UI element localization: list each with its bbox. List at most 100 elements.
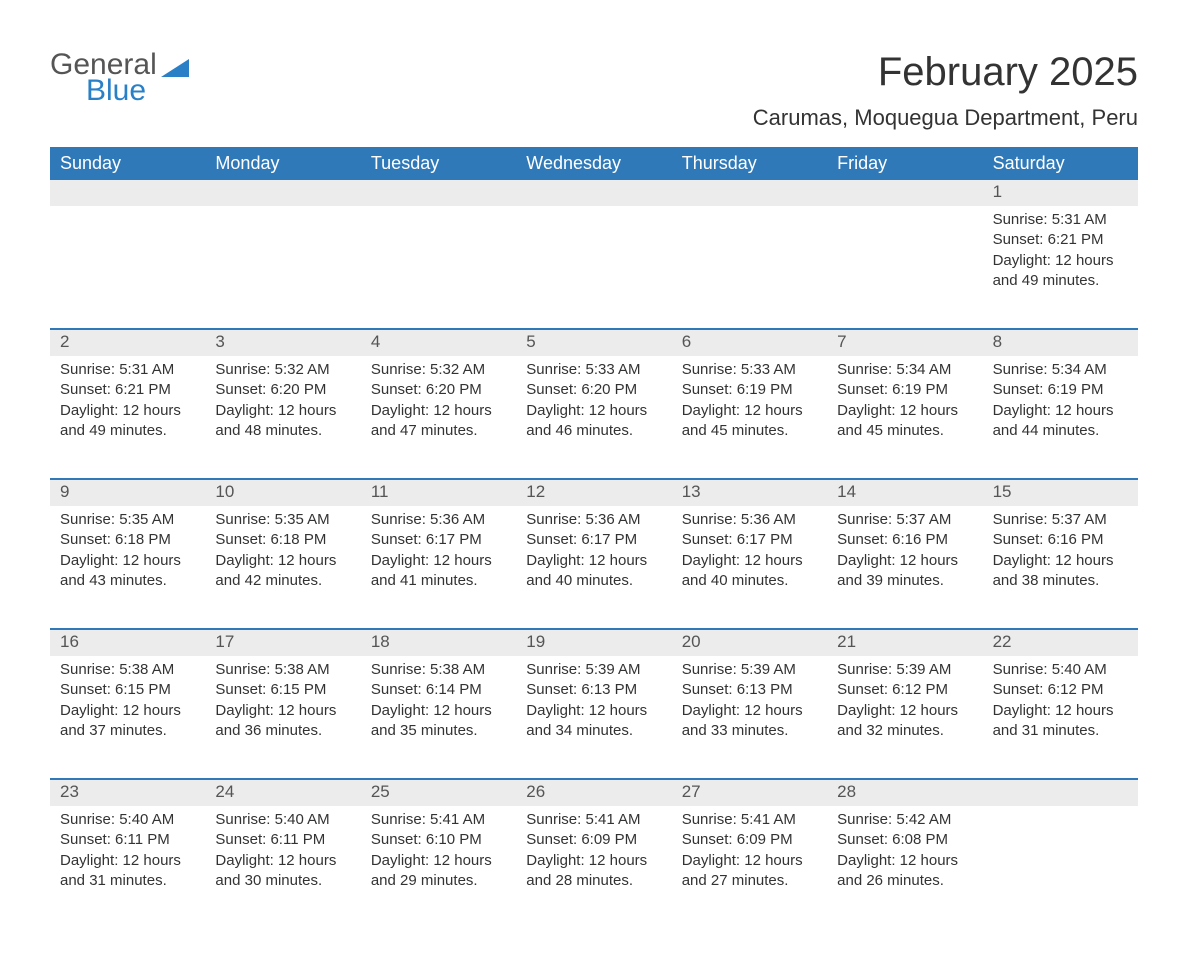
daylight-line: Daylight: 12 hours and 38 minutes. bbox=[993, 551, 1128, 592]
daylight-line: Daylight: 12 hours and 34 minutes. bbox=[526, 701, 661, 742]
sunrise-line: Sunrise: 5:31 AM bbox=[60, 360, 195, 380]
sunrise-line: Sunrise: 5:40 AM bbox=[993, 660, 1128, 680]
title-block: February 2025 Carumas, Moquegua Departme… bbox=[753, 50, 1138, 139]
day-details: Sunrise: 5:41 AMSunset: 6:09 PMDaylight:… bbox=[672, 806, 827, 928]
weekday-label: Saturday bbox=[983, 147, 1138, 180]
day-number: 27 bbox=[672, 780, 827, 806]
day-number-row: 9101112131415 bbox=[50, 480, 1138, 506]
sunset-line: Sunset: 6:20 PM bbox=[526, 380, 661, 400]
sunrise-line: Sunrise: 5:33 AM bbox=[526, 360, 661, 380]
brand-text-wrap: General Blue bbox=[50, 50, 189, 106]
day-details bbox=[672, 206, 827, 328]
weeks-container: 1Sunrise: 5:31 AMSunset: 6:21 PMDaylight… bbox=[50, 180, 1138, 928]
location-subtitle: Carumas, Moquegua Department, Peru bbox=[753, 105, 1138, 131]
calendar-week: 16171819202122Sunrise: 5:38 AMSunset: 6:… bbox=[50, 628, 1138, 778]
day-details: Sunrise: 5:38 AMSunset: 6:14 PMDaylight:… bbox=[361, 656, 516, 778]
day-number: 10 bbox=[205, 480, 360, 506]
day-details: Sunrise: 5:40 AMSunset: 6:11 PMDaylight:… bbox=[205, 806, 360, 928]
calendar-week: 9101112131415Sunrise: 5:35 AMSunset: 6:1… bbox=[50, 478, 1138, 628]
sunset-line: Sunset: 6:16 PM bbox=[837, 530, 972, 550]
day-number: 2 bbox=[50, 330, 205, 356]
sunrise-line: Sunrise: 5:38 AM bbox=[371, 660, 506, 680]
sunset-line: Sunset: 6:12 PM bbox=[837, 680, 972, 700]
day-details: Sunrise: 5:38 AMSunset: 6:15 PMDaylight:… bbox=[205, 656, 360, 778]
sunset-line: Sunset: 6:15 PM bbox=[60, 680, 195, 700]
day-details: Sunrise: 5:34 AMSunset: 6:19 PMDaylight:… bbox=[983, 356, 1138, 478]
day-number bbox=[516, 180, 671, 206]
daylight-line: Daylight: 12 hours and 30 minutes. bbox=[215, 851, 350, 892]
sunrise-line: Sunrise: 5:31 AM bbox=[993, 210, 1128, 230]
day-number: 1 bbox=[983, 180, 1138, 206]
day-details: Sunrise: 5:37 AMSunset: 6:16 PMDaylight:… bbox=[983, 506, 1138, 628]
day-number: 14 bbox=[827, 480, 982, 506]
day-details: Sunrise: 5:36 AMSunset: 6:17 PMDaylight:… bbox=[361, 506, 516, 628]
day-number: 15 bbox=[983, 480, 1138, 506]
daylight-line: Daylight: 12 hours and 49 minutes. bbox=[993, 251, 1128, 292]
sunset-line: Sunset: 6:10 PM bbox=[371, 830, 506, 850]
sunset-line: Sunset: 6:08 PM bbox=[837, 830, 972, 850]
day-details bbox=[516, 206, 671, 328]
sunrise-line: Sunrise: 5:37 AM bbox=[837, 510, 972, 530]
daylight-line: Daylight: 12 hours and 47 minutes. bbox=[371, 401, 506, 442]
sunset-line: Sunset: 6:13 PM bbox=[682, 680, 817, 700]
day-number: 25 bbox=[361, 780, 516, 806]
sunset-line: Sunset: 6:17 PM bbox=[682, 530, 817, 550]
sunrise-line: Sunrise: 5:32 AM bbox=[215, 360, 350, 380]
sunrise-line: Sunrise: 5:39 AM bbox=[682, 660, 817, 680]
weekday-header-row: SundayMondayTuesdayWednesdayThursdayFrid… bbox=[50, 147, 1138, 180]
day-details bbox=[983, 806, 1138, 928]
day-number: 8 bbox=[983, 330, 1138, 356]
day-number bbox=[50, 180, 205, 206]
day-details: Sunrise: 5:39 AMSunset: 6:13 PMDaylight:… bbox=[516, 656, 671, 778]
day-number-row: 232425262728 bbox=[50, 780, 1138, 806]
sunset-line: Sunset: 6:18 PM bbox=[215, 530, 350, 550]
sunset-line: Sunset: 6:15 PM bbox=[215, 680, 350, 700]
daylight-line: Daylight: 12 hours and 37 minutes. bbox=[60, 701, 195, 742]
day-number: 28 bbox=[827, 780, 982, 806]
daylight-line: Daylight: 12 hours and 45 minutes. bbox=[682, 401, 817, 442]
day-details: Sunrise: 5:41 AMSunset: 6:10 PMDaylight:… bbox=[361, 806, 516, 928]
sunrise-line: Sunrise: 5:38 AM bbox=[215, 660, 350, 680]
day-details bbox=[50, 206, 205, 328]
daylight-line: Daylight: 12 hours and 27 minutes. bbox=[682, 851, 817, 892]
day-number bbox=[827, 180, 982, 206]
day-number: 26 bbox=[516, 780, 671, 806]
sunrise-line: Sunrise: 5:36 AM bbox=[526, 510, 661, 530]
sunrise-line: Sunrise: 5:34 AM bbox=[993, 360, 1128, 380]
day-details: Sunrise: 5:37 AMSunset: 6:16 PMDaylight:… bbox=[827, 506, 982, 628]
sunset-line: Sunset: 6:14 PM bbox=[371, 680, 506, 700]
calendar-grid: SundayMondayTuesdayWednesdayThursdayFrid… bbox=[50, 147, 1138, 928]
weekday-label: Wednesday bbox=[516, 147, 671, 180]
day-details: Sunrise: 5:31 AMSunset: 6:21 PMDaylight:… bbox=[50, 356, 205, 478]
day-details: Sunrise: 5:32 AMSunset: 6:20 PMDaylight:… bbox=[361, 356, 516, 478]
day-details-row: Sunrise: 5:35 AMSunset: 6:18 PMDaylight:… bbox=[50, 506, 1138, 628]
daylight-line: Daylight: 12 hours and 31 minutes. bbox=[993, 701, 1128, 742]
sunset-line: Sunset: 6:09 PM bbox=[682, 830, 817, 850]
day-details: Sunrise: 5:31 AMSunset: 6:21 PMDaylight:… bbox=[983, 206, 1138, 328]
day-number: 12 bbox=[516, 480, 671, 506]
calendar-page: General Blue February 2025 Carumas, Moqu… bbox=[0, 0, 1188, 968]
sunset-line: Sunset: 6:21 PM bbox=[60, 380, 195, 400]
sunset-line: Sunset: 6:21 PM bbox=[993, 230, 1128, 250]
day-details: Sunrise: 5:33 AMSunset: 6:20 PMDaylight:… bbox=[516, 356, 671, 478]
day-number: 19 bbox=[516, 630, 671, 656]
day-details: Sunrise: 5:39 AMSunset: 6:12 PMDaylight:… bbox=[827, 656, 982, 778]
daylight-line: Daylight: 12 hours and 39 minutes. bbox=[837, 551, 972, 592]
day-number: 7 bbox=[827, 330, 982, 356]
sunset-line: Sunset: 6:17 PM bbox=[371, 530, 506, 550]
day-number bbox=[205, 180, 360, 206]
day-number: 18 bbox=[361, 630, 516, 656]
day-number: 4 bbox=[361, 330, 516, 356]
daylight-line: Daylight: 12 hours and 35 minutes. bbox=[371, 701, 506, 742]
day-number bbox=[361, 180, 516, 206]
sunrise-line: Sunrise: 5:42 AM bbox=[837, 810, 972, 830]
sunset-line: Sunset: 6:11 PM bbox=[60, 830, 195, 850]
day-details: Sunrise: 5:40 AMSunset: 6:12 PMDaylight:… bbox=[983, 656, 1138, 778]
day-number bbox=[983, 780, 1138, 806]
day-number: 3 bbox=[205, 330, 360, 356]
day-number: 9 bbox=[50, 480, 205, 506]
sunrise-line: Sunrise: 5:34 AM bbox=[837, 360, 972, 380]
day-details: Sunrise: 5:38 AMSunset: 6:15 PMDaylight:… bbox=[50, 656, 205, 778]
day-number: 16 bbox=[50, 630, 205, 656]
sunrise-line: Sunrise: 5:41 AM bbox=[526, 810, 661, 830]
